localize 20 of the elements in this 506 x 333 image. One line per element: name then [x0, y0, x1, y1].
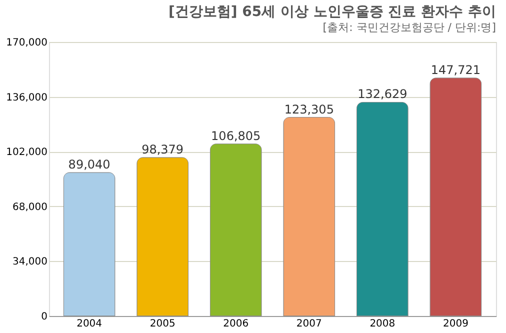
- y-tick-label: 68,000: [12, 202, 48, 213]
- y-tick-label: 0: [41, 312, 48, 322]
- y-tick-label: 170,000: [6, 38, 48, 48]
- data-label: 89,040: [68, 157, 110, 172]
- y-tick-label: 34,000: [12, 256, 48, 268]
- x-tick-label: 2005: [150, 318, 176, 330]
- x-tick-label: 2006: [223, 318, 249, 330]
- y-tick-label: 136,000: [6, 92, 48, 104]
- data-label: 106,805: [211, 128, 261, 143]
- chart-subtitle: [출처: 국민건강보험공단 / 단위:명]: [322, 21, 496, 34]
- chart-title: [건강보험] 65세 이상 노인우울증 진료 환자수 추이: [168, 4, 496, 20]
- x-tick-label: 2004: [76, 318, 102, 330]
- x-tick-label: 2009: [442, 318, 468, 330]
- x-tick-label: 2007: [296, 318, 322, 330]
- data-label: 98,379: [142, 142, 184, 156]
- y-tick-label: 102,000: [6, 147, 48, 158]
- x-tick-label: 2008: [370, 318, 396, 330]
- data-label: 123,305: [284, 102, 334, 116]
- data-label: 147,721: [430, 62, 481, 77]
- data-label: 132,629: [358, 87, 408, 102]
